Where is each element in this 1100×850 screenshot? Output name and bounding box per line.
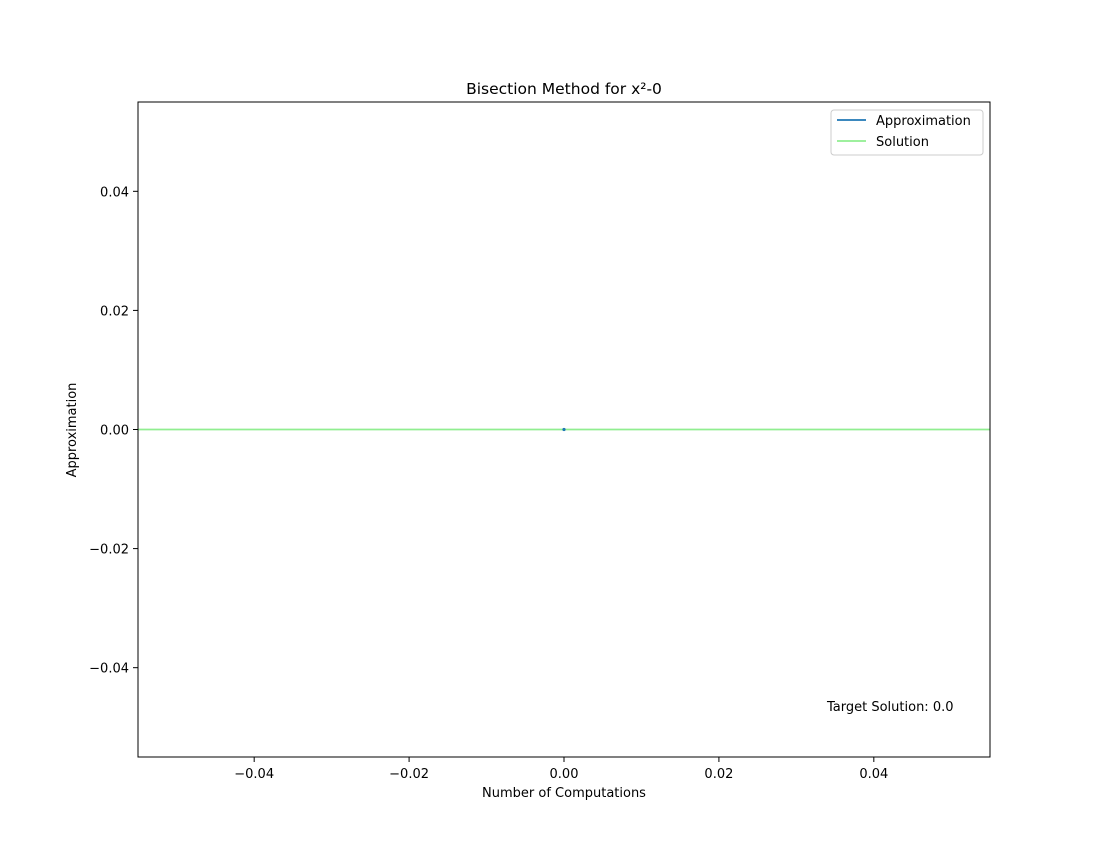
x-tick-label: 0.02: [704, 767, 733, 782]
approximation-point: [562, 427, 566, 432]
y-tick-label: −0.04: [89, 662, 129, 677]
legend-box: [830, 109, 984, 156]
y-axis-ticks: 0.04 0.02 0.00 −0.02 −0.04: [89, 185, 138, 677]
target-solution-annotation: Target Solution: 0.0: [826, 700, 954, 715]
legend-label-solution: Solution: [876, 135, 929, 150]
y-tick-label: 0.00: [100, 424, 129, 439]
y-tick-label: −0.02: [89, 543, 129, 558]
legend: Approximation Solution: [830, 109, 984, 156]
x-axis-label: Number of Computations: [482, 786, 646, 801]
y-tick-label: 0.04: [100, 185, 129, 200]
x-tick-label: −0.02: [389, 767, 429, 782]
x-tick-label: 0.04: [859, 767, 888, 782]
x-tick-label: 0.00: [550, 767, 579, 782]
x-axis-ticks: −0.04 −0.02 0.00 0.02 0.04: [234, 757, 888, 782]
legend-label-approximation: Approximation: [876, 114, 971, 129]
chart-title: Bisection Method for x²-0: [466, 80, 662, 98]
y-axis-label: Approximation: [65, 383, 80, 478]
x-tick-label: −0.04: [234, 767, 274, 782]
y-tick-label: 0.02: [100, 304, 129, 319]
